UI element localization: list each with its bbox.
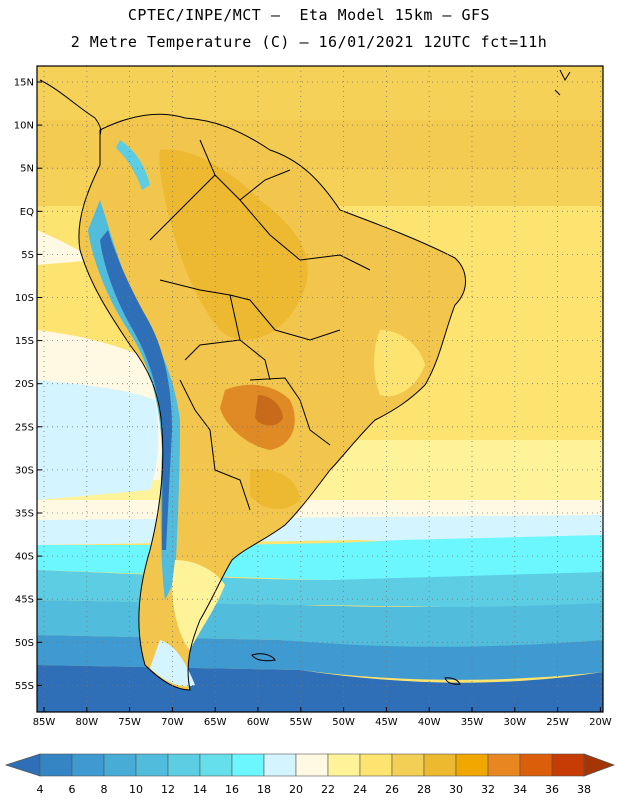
colorbar-swatch (231, 753, 265, 777)
colorbar-label: 30 (449, 783, 463, 796)
colorbar-label: 34 (513, 783, 527, 796)
lat-tick-label: 15S (15, 336, 34, 347)
colorbar-arrow-left (4, 753, 41, 777)
colorbar-swatch (167, 753, 201, 777)
map-field (37, 66, 603, 712)
colorbar-label: 32 (481, 783, 495, 796)
lat-tick-label: 55S (15, 681, 34, 692)
colorbar-label: 4 (37, 783, 44, 796)
colorbar-label: 24 (353, 783, 367, 796)
lon-tick-label: 30W (503, 717, 526, 728)
lat-tick-label: 25S (15, 422, 34, 433)
colorbar-swatch (423, 753, 457, 777)
colorbar-swatch (519, 753, 553, 777)
colorbar-label: 26 (385, 783, 399, 796)
lon-tick-label: 40W (418, 717, 441, 728)
colorbar-swatch (199, 753, 233, 777)
colorbar-swatch (39, 753, 73, 777)
lat-tick-label: 40S (15, 552, 34, 563)
lat-tick-label: EQ (20, 207, 34, 218)
lon-tick-label: 80W (75, 717, 98, 728)
lon-tick-label: 55W (289, 717, 312, 728)
lon-tick-label: 65W (204, 717, 227, 728)
colorbar-swatch (103, 753, 137, 777)
lat-tick-label: 5N (20, 164, 34, 175)
lon-tick-label: 25W (546, 717, 569, 728)
colorbar-arrow-right (583, 753, 616, 777)
lon-tick-label: 60W (247, 717, 270, 728)
lon-tick-label: 50W (332, 717, 355, 728)
lat-tick-label: 45S (15, 595, 34, 606)
colorbar-label: 12 (161, 783, 175, 796)
colorbar-swatch (551, 753, 585, 777)
latitude-labels: 15N 10N 5N EQ 5S 10S 15S 20S 25S 30S 35S 40S 45S 50S 5… (14, 78, 42, 692)
colorbar-label: 36 (545, 783, 559, 796)
colorbar-swatch (359, 753, 393, 777)
colorbar-swatch (391, 753, 425, 777)
colorbar-swatch (487, 753, 521, 777)
colorbar: 4 6 8 10 12 14 16 18 20 22 24 26 28 30 32 34 36 38 (4, 753, 616, 796)
map-outlines (39, 69, 571, 691)
colorbar-label: 22 (321, 783, 335, 796)
colorbar-label: 14 (193, 783, 207, 796)
lat-tick-label: 15N (14, 78, 34, 89)
lon-tick-label: 35W (461, 717, 484, 728)
colorbar-swatch (327, 753, 361, 777)
lon-tick-label: 85W (33, 717, 56, 728)
map-title-line2: 2 Metre Temperature (C) – 16/01/2021 12U… (70, 33, 548, 51)
colorbar-label: 8 (101, 783, 108, 796)
lon-tick-label: 75W (118, 717, 141, 728)
colorbar-swatch (263, 753, 297, 777)
lon-tick-label: 20W (589, 717, 612, 728)
colorbar-swatch (71, 753, 105, 777)
lat-tick-label: 20S (15, 379, 34, 390)
colorbar-swatch (455, 753, 489, 777)
colorbar-label: 6 (69, 783, 76, 796)
lat-tick-label: 10S (15, 293, 34, 304)
map-frame (36, 65, 604, 713)
lat-tick-label: 30S (15, 465, 34, 476)
lat-tick-label: 10N (14, 121, 34, 132)
colorbar-label: 10 (129, 783, 143, 796)
longitude-labels: 85W 80W 75W 70W 65W 60W 55W 50W 45W 40W 35W 30W 25W 2… (33, 707, 612, 728)
map-title-line1: CPTEC/INPE/MCT – Eta Model 15km – GFS (127, 6, 491, 24)
lat-tick-label: 35S (15, 509, 34, 520)
lat-tick-label: 50S (15, 638, 34, 649)
lat-tick-label: 5S (21, 250, 34, 261)
colorbar-label: 16 (225, 783, 239, 796)
lon-tick-label: 70W (161, 717, 184, 728)
colorbar-swatch (295, 753, 329, 777)
lon-tick-label: 45W (375, 717, 398, 728)
colorbar-swatch (135, 753, 169, 777)
colorbar-label: 38 (577, 783, 591, 796)
colorbar-label: 28 (417, 783, 431, 796)
colorbar-label: 20 (289, 783, 303, 796)
colorbar-label: 18 (257, 783, 271, 796)
